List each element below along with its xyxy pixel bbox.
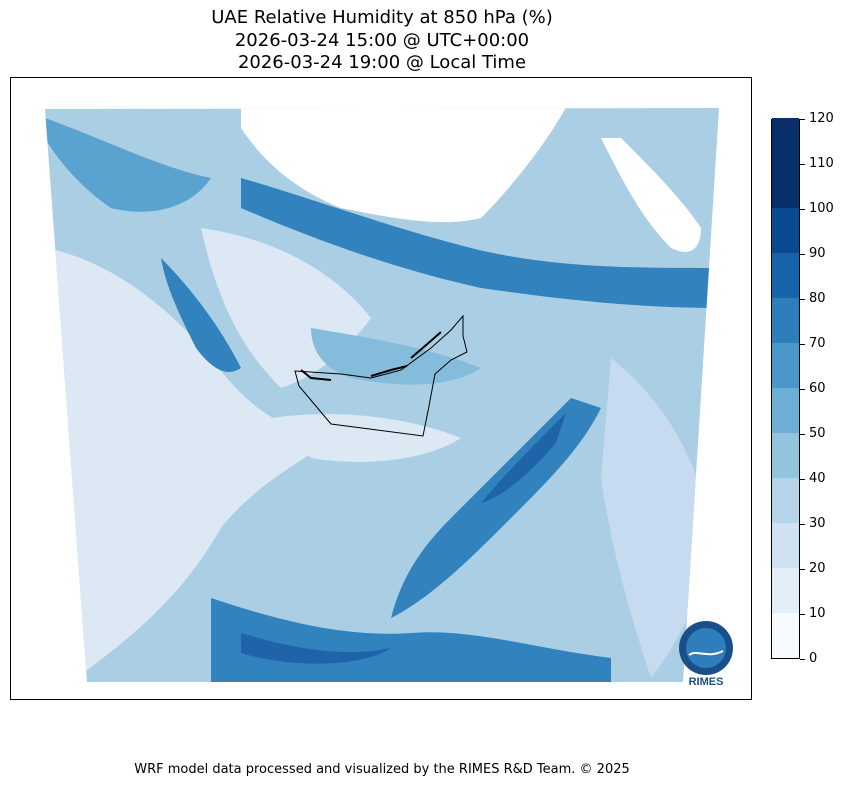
colorbar-tick xyxy=(800,209,805,210)
rh-dry-south xyxy=(271,414,461,462)
colorbar-tick xyxy=(800,119,805,120)
colorbar-tick-label: 60 xyxy=(809,381,826,396)
local-time: 2026-03-24 19:00 @ Local Time xyxy=(237,52,527,73)
colorbar-tick xyxy=(800,254,805,255)
colorbar-segment xyxy=(772,477,799,523)
colorbar-tick-label: 30 xyxy=(809,516,826,531)
colorbar-segment xyxy=(772,387,799,433)
colorbar-tick xyxy=(800,479,805,480)
rh-moist-ridge xyxy=(161,258,241,372)
colorbar-tick xyxy=(800,164,805,165)
rh-nodata-northeast xyxy=(601,138,701,252)
colorbar-segment xyxy=(772,162,799,208)
colorbar-tick-label: 10 xyxy=(809,606,826,621)
colorbar-tick-label: 100 xyxy=(809,201,834,216)
rh-low-east xyxy=(601,358,711,678)
colorbar xyxy=(771,117,800,659)
colorbar-tick-label: 20 xyxy=(809,561,826,576)
colorbar-segment xyxy=(772,342,799,388)
logo-text: RIMES xyxy=(689,676,724,688)
colorbar-tick xyxy=(800,389,805,390)
colorbar-tick-label: 40 xyxy=(809,471,826,486)
rh-nodata-north xyxy=(241,108,571,223)
footer-credit: WRF model data processed and visualized … xyxy=(134,762,630,777)
colorbar-segment xyxy=(772,252,799,298)
colorbar-tick-label: 70 xyxy=(809,336,826,351)
colorbar-tick-label: 90 xyxy=(809,246,826,261)
colorbar-tick xyxy=(800,659,805,660)
map-title: UAE Relative Humidity at 850 hPa (%) xyxy=(211,7,553,28)
humidity-map xyxy=(45,108,719,682)
colorbar-tick xyxy=(800,299,805,300)
colorbar-tick xyxy=(800,569,805,570)
colorbar-tick xyxy=(800,344,805,345)
colorbar-tick xyxy=(800,524,805,525)
colorbar-tick xyxy=(800,614,805,615)
rh-dry-west xyxy=(45,248,331,682)
colorbar-tick xyxy=(800,434,805,435)
uae-coast-islands xyxy=(300,331,442,381)
rimes-logo: RIMES xyxy=(677,619,735,689)
colorbar-tick-label: 110 xyxy=(809,156,834,171)
map-panel: RIMES xyxy=(10,77,752,700)
colorbar-segment xyxy=(772,117,799,163)
colorbar-tick-label: 120 xyxy=(809,111,834,126)
rh-moist-diag xyxy=(391,398,601,618)
colorbar-tick-label: 0 xyxy=(809,651,818,666)
rh-moist-north xyxy=(241,178,719,308)
rh-very-moist-south xyxy=(241,633,391,664)
rh-very-moist-diag xyxy=(481,413,566,503)
colorbar-segment xyxy=(772,297,799,343)
rh-moist-nw xyxy=(45,118,211,212)
colorbar-segment xyxy=(772,207,799,253)
colorbar-segment xyxy=(772,522,799,568)
uae-border xyxy=(294,314,468,437)
colorbar-segment xyxy=(772,612,799,658)
colorbar-tick-label: 50 xyxy=(809,426,826,441)
colorbar-tick-label: 80 xyxy=(809,291,826,306)
colorbar-segment xyxy=(772,432,799,478)
colorbar-segment xyxy=(772,567,799,613)
utc-time: 2026-03-24 15:00 @ UTC+00:00 xyxy=(234,30,530,51)
